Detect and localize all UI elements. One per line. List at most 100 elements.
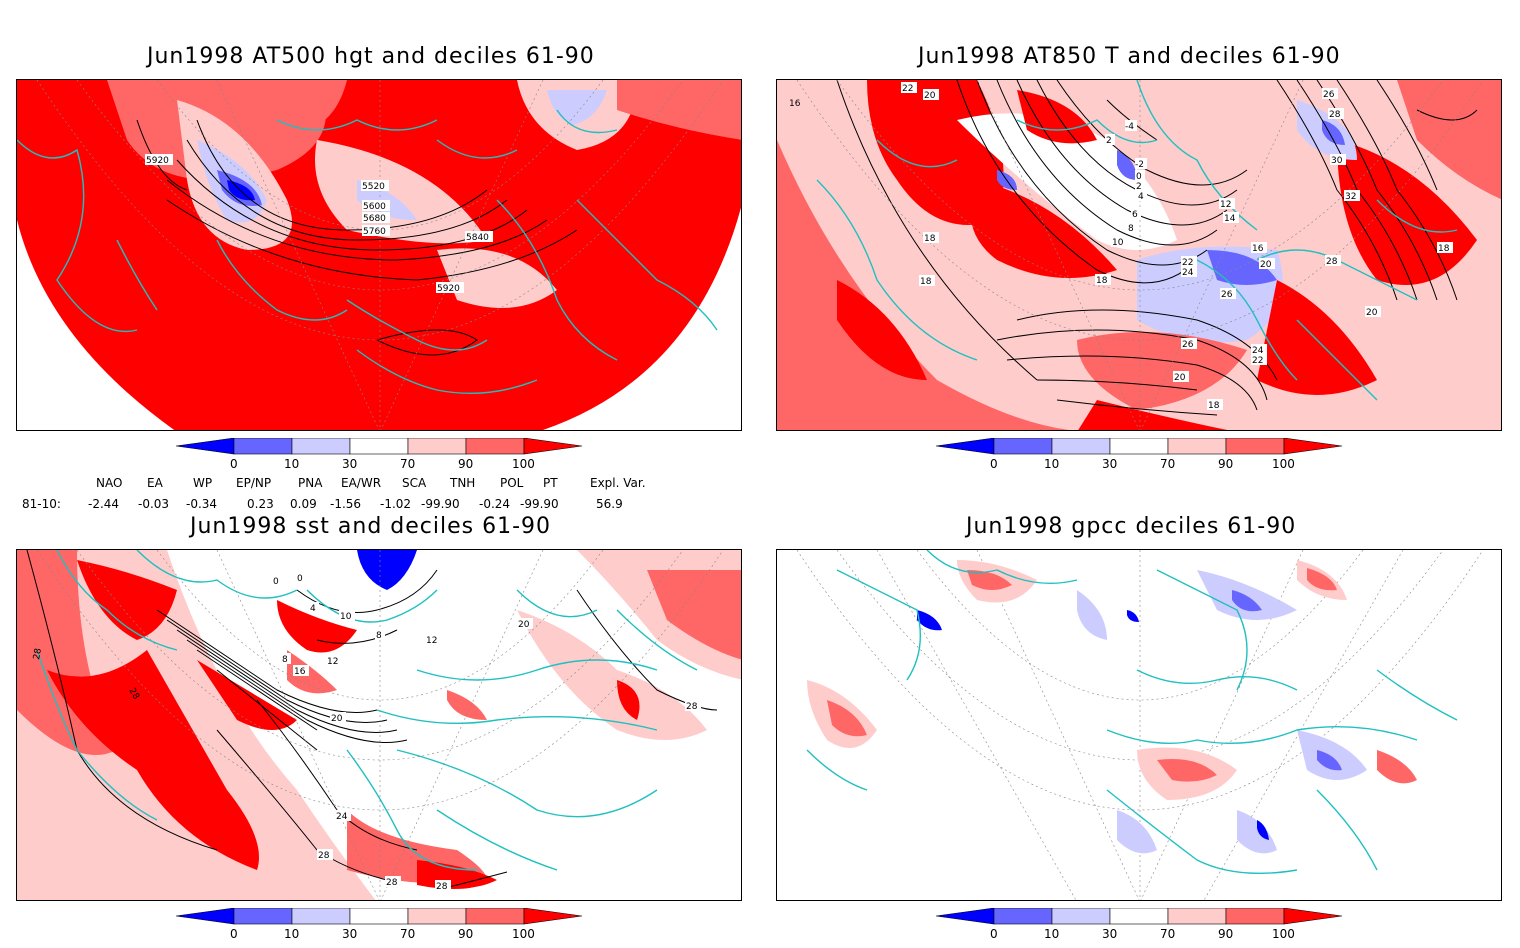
contour-label: 2 <box>1106 136 1112 146</box>
contour-label: 12 <box>327 657 338 667</box>
colorbar-tick: 30 <box>342 457 357 471</box>
map-panel-at850-t: 16 22 20 18 2 0 -2 -4 2 4 6 8 10 12 14 1… <box>776 79 1502 431</box>
contour-label: 5760 <box>363 227 386 237</box>
contour-label: 8 <box>282 655 288 665</box>
contour-label: 22 <box>902 84 913 94</box>
contour-label: 8 <box>376 631 382 641</box>
contour-label: 5520 <box>362 182 385 192</box>
contour-label: 20 <box>1260 260 1272 270</box>
colorbar-tick: 10 <box>1044 457 1059 471</box>
index-header: POL <box>500 476 524 490</box>
index-header: EA/WR <box>341 476 382 490</box>
colorbar-tick: 100 <box>512 457 535 471</box>
contour-label: 5600 <box>363 202 386 212</box>
colorbar-tick: 100 <box>512 927 535 940</box>
contour-label: 6 <box>1132 210 1138 220</box>
contour-label: -4 <box>1125 122 1134 132</box>
index-header: PNA <box>298 476 323 490</box>
contour-label: 18 <box>1438 244 1450 254</box>
colorbar-tick: 30 <box>1102 457 1117 471</box>
colorbar-tick: 90 <box>458 927 473 940</box>
index-value: -1.56 <box>330 497 362 511</box>
contour-label: 20 <box>924 91 936 101</box>
colorbar-tick: 70 <box>400 457 415 471</box>
index-row-label: 81-10: <box>22 497 61 511</box>
contour-label: 24 <box>1252 346 1264 356</box>
index-header: PT <box>543 476 558 490</box>
contour-label: 18 <box>1208 401 1220 411</box>
index-header: TNH <box>450 476 476 490</box>
contour-label: -2 <box>1135 160 1144 170</box>
contour-label: 0 <box>1136 172 1142 182</box>
contour-label: 28 <box>686 702 698 712</box>
index-value: -2.44 <box>88 497 120 511</box>
contour-label: 18 <box>1096 276 1108 286</box>
panel1-title: Jun1998 AT500 hgt and deciles 61-90 <box>147 44 595 69</box>
index-header: EP/NP <box>236 476 272 490</box>
colorbar-4: 0 10 30 70 90 100 <box>934 907 1354 948</box>
index-header: NAO <box>96 476 123 490</box>
contour-label: 20 <box>1174 373 1186 383</box>
index-header: EA <box>147 476 163 490</box>
contour-label: 4 <box>310 604 316 614</box>
contour-label: 30 <box>1331 156 1343 166</box>
panel4-title: Jun1998 gpcc deciles 61-90 <box>966 514 1297 539</box>
contour-label: 4 <box>1138 192 1144 202</box>
colorbar-tick: 10 <box>284 457 299 471</box>
colorbar-tick: 10 <box>284 927 299 940</box>
contour-label: 8 <box>1128 224 1134 234</box>
index-header: SCA <box>402 476 427 490</box>
map-gpcc <box>777 550 1501 900</box>
contour-label: 28 <box>318 851 330 861</box>
contour-label: 26 <box>1323 90 1335 100</box>
contour-label: 26 <box>1221 290 1233 300</box>
contour-label: 16 <box>789 99 801 109</box>
colorbar-tick: 0 <box>990 457 998 471</box>
map-sst: 28 28 0 0 4 10 8 12 16 8 12 20 20 24 28 … <box>17 550 741 900</box>
map-panel-gpcc <box>776 549 1502 901</box>
contour-label: 24 <box>1182 268 1194 278</box>
colorbar-tick: 10 <box>1044 927 1059 940</box>
index-value: -0.34 <box>186 497 218 511</box>
colorbar-tick: 0 <box>990 927 998 940</box>
contour-label: 5840 <box>466 233 489 243</box>
index-value: -99.90 <box>421 497 460 511</box>
contour-label: 12 <box>426 636 437 646</box>
contour-label: 0 <box>297 574 303 584</box>
contour-label: 0 <box>273 577 279 587</box>
contour-label: 28 <box>1326 257 1338 267</box>
map-panel-at500-hgt: 5920 5520 5600 5680 5760 5840 5920 <box>16 79 742 431</box>
colorbar-tick: 100 <box>1272 457 1295 471</box>
index-value: 56.9 <box>596 497 623 511</box>
contour-label: 32 <box>1345 192 1356 202</box>
index-value: 0.23 <box>247 497 274 511</box>
colorbar-tick: 70 <box>1160 457 1175 471</box>
contour-label: 16 <box>294 667 306 677</box>
contour-label: 22 <box>1182 258 1193 268</box>
contour-label: 2 <box>1136 182 1142 192</box>
colorbar-tick: 0 <box>230 457 238 471</box>
panel3-title: Jun1998 sst and deciles 61-90 <box>190 514 552 539</box>
map-at500-hgt: 5920 5520 5600 5680 5760 5840 5920 <box>17 80 741 430</box>
contour-label: 5680 <box>363 214 386 224</box>
colorbar-tick: 90 <box>1218 927 1233 940</box>
colorbar-tick: 0 <box>230 927 238 940</box>
contour-label: 20 <box>518 620 530 630</box>
colorbar-tick: 90 <box>458 457 473 471</box>
contour-label: 22 <box>1252 356 1263 366</box>
index-header: Expl. Var. <box>590 476 646 490</box>
index-value: -0.24 <box>479 497 511 511</box>
contour-label: 12 <box>1220 200 1231 210</box>
teleconnection-indices: NAO EA WP EP/NP PNA EA/WR SCA TNH POL PT… <box>0 474 760 514</box>
colorbar-1: 0 10 30 70 90 100 <box>174 437 594 478</box>
contour-label: 24 <box>336 812 348 822</box>
colorbar-tick: 30 <box>342 927 357 940</box>
colorbar-tick: 70 <box>1160 927 1175 940</box>
contour-label: 28 <box>1329 110 1341 120</box>
index-header: WP <box>193 476 213 490</box>
contour-label: 10 <box>1112 238 1124 248</box>
contour-label: 28 <box>32 647 44 660</box>
contour-label: 18 <box>920 277 932 287</box>
index-value: 0.09 <box>290 497 317 511</box>
contour-label: 20 <box>1366 308 1378 318</box>
